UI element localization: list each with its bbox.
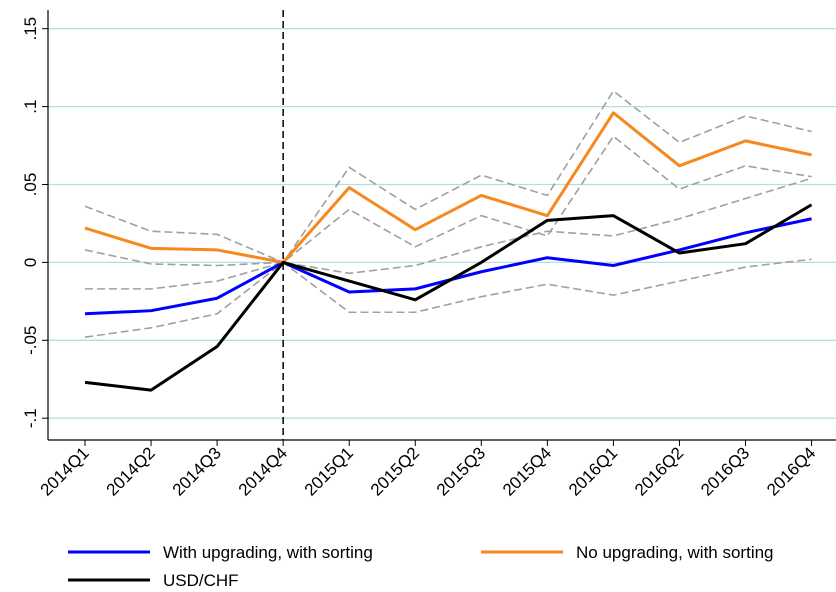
x-tick-label: 2016Q1 [565,443,621,499]
x-tick-label: 2015Q3 [433,443,489,499]
x-tick-label: 2015Q2 [367,443,423,499]
confidence-line [84,258,812,338]
legend-label: USD/CHF [163,571,239,590]
y-tick-label: .15 [21,17,40,41]
x-tick-label: 2014Q2 [103,443,159,499]
y-tick-label: -.05 [21,326,40,355]
x-tick-label: 2015Q1 [301,443,357,499]
legend-label: No upgrading, with sorting [576,543,774,562]
x-tick-label: 2016Q2 [631,443,687,499]
x-tick-label: 2014Q1 [37,443,93,499]
y-tick-label: 0 [21,258,40,267]
x-tick-label: 2014Q3 [169,443,225,499]
series-line [84,203,813,392]
x-tick-label: 2015Q4 [499,443,555,499]
y-tick-label: -.1 [21,408,40,428]
x-tick-label: 2016Q4 [763,443,819,499]
y-tick-label: .05 [21,173,40,197]
series-line [84,111,812,264]
x-tick-label: 2014Q4 [235,443,291,499]
confidence-line [84,90,812,264]
confidence-line [84,135,812,267]
confidence-line [85,177,812,290]
y-tick-label: .1 [21,100,40,114]
x-tick-label: 2016Q3 [697,443,753,499]
legend-label: With upgrading, with sorting [163,543,373,562]
